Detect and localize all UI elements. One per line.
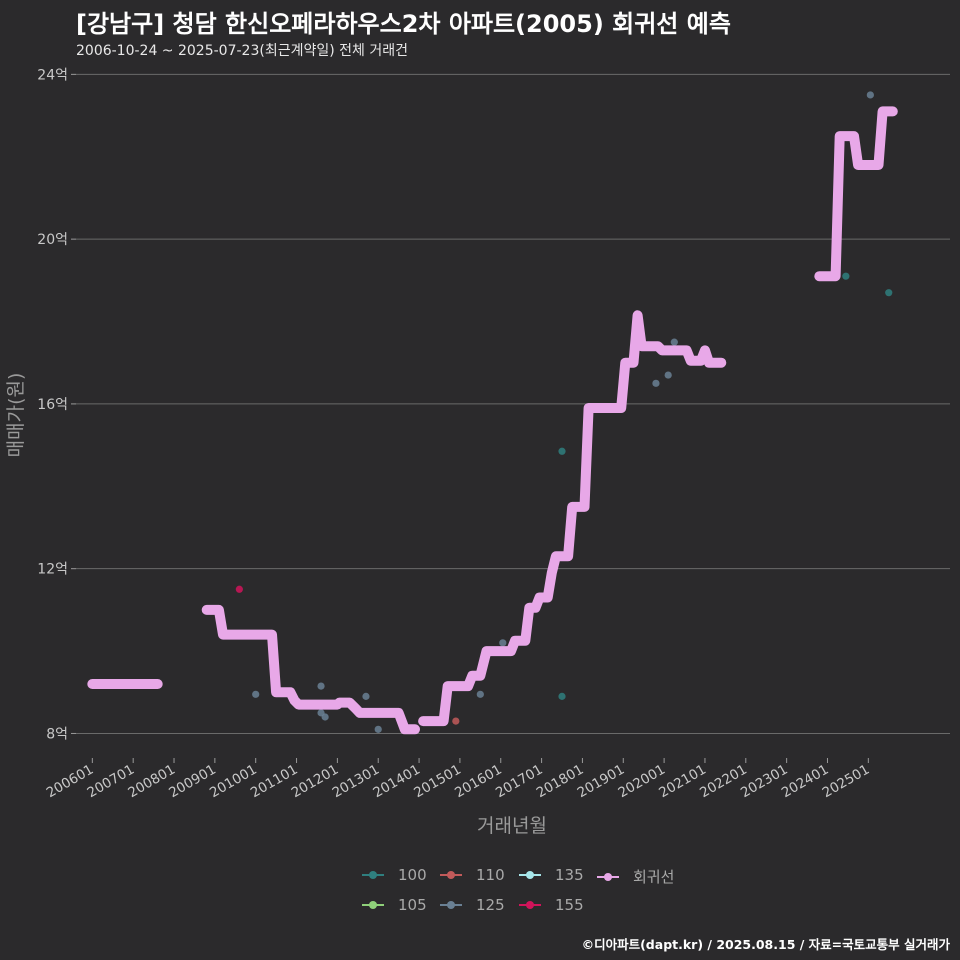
legend-swatch-icon — [517, 898, 543, 912]
legend-swatch-icon — [438, 868, 464, 882]
legend-item-135: 135 — [517, 866, 584, 884]
y-tick-label: 16억 — [37, 397, 68, 413]
y-tick-label: 8억 — [46, 726, 68, 742]
data-point — [664, 371, 672, 379]
data-point — [452, 717, 460, 725]
regression-segment — [814, 106, 898, 282]
legend-label: 110 — [476, 866, 505, 884]
data-point — [670, 338, 678, 346]
legend-swatch-icon — [595, 870, 621, 884]
legend-swatch-icon — [438, 898, 464, 912]
data-point — [558, 447, 566, 455]
data-point — [652, 379, 660, 387]
legend-label: 100 — [398, 866, 427, 884]
x-tick-label: 202501 — [820, 762, 873, 802]
legend-item-125: 125 — [438, 896, 505, 914]
legend-item-110: 110 — [438, 866, 505, 884]
legend-swatch-icon — [360, 868, 386, 882]
data-point — [476, 690, 484, 698]
legend-label: 125 — [476, 896, 505, 914]
y-tick-label: 24억 — [37, 67, 68, 83]
legend-label: 135 — [555, 866, 584, 884]
data-point — [235, 585, 243, 593]
legend-label: 회귀선 — [633, 868, 675, 886]
data-point — [362, 692, 370, 700]
legend-label: 105 — [398, 896, 427, 914]
x-axis-label: 거래년월 — [477, 815, 547, 837]
legend-item-regression: 회귀선 — [595, 866, 674, 887]
data-point — [321, 713, 329, 721]
data-point — [866, 91, 874, 99]
legend-swatch-icon — [517, 868, 543, 882]
scatter-points — [235, 91, 893, 733]
data-point — [374, 725, 382, 733]
grid-lines — [76, 73, 950, 734]
chart-subtitle: 2006-10-24 ~ 2025-07-23(최근계약일) 전체 거래건 — [76, 43, 408, 59]
regression-segment — [201, 604, 420, 735]
data-point — [885, 289, 893, 297]
y-tick-label: 20억 — [37, 232, 68, 248]
footer-credit: ©디아파트(dapt.kr) / 2025.08.15 / 자료=국토교통부 실… — [581, 937, 950, 952]
y-axis-ticks: 8억 12억 16억 20억 24억 — [37, 67, 76, 742]
x-axis-ticks: 2006012007012008012009012010012011012012… — [44, 758, 873, 802]
legend-item-155: 155 — [517, 896, 584, 914]
data-point — [317, 682, 325, 690]
data-point — [842, 272, 850, 280]
regression-segment — [418, 310, 727, 727]
legend-label: 155 — [555, 896, 584, 914]
y-axis-label: 매매가(원) — [5, 373, 27, 458]
y-tick-label: 12억 — [37, 562, 68, 578]
data-point — [252, 690, 260, 698]
data-point — [499, 639, 507, 647]
chart-title: [강남구] 청담 한신오페라하우스2차 아파트(2005) 회귀선 예측 — [76, 10, 731, 38]
legend-swatch-icon — [360, 898, 386, 912]
legend-item-100: 100 — [360, 866, 427, 884]
legend-item-105: 105 — [360, 896, 427, 914]
data-point — [558, 692, 566, 700]
regression-line — [87, 106, 898, 735]
